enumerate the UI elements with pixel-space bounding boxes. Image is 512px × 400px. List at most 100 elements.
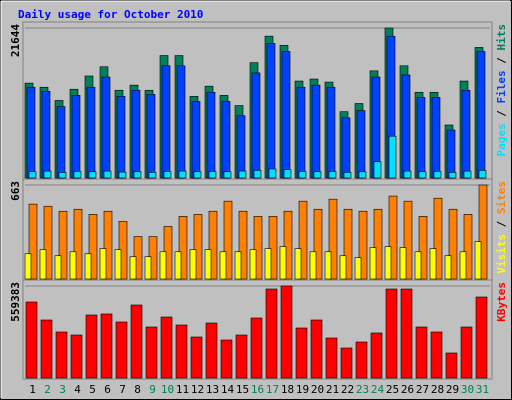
x-tick-label: 15 <box>236 383 249 396</box>
bar <box>343 208 353 280</box>
bar <box>176 65 186 179</box>
bar <box>459 251 467 280</box>
bar <box>174 251 182 280</box>
bar <box>268 168 277 179</box>
bar <box>478 184 488 280</box>
legend-entry: KBytes <box>495 282 508 322</box>
bar <box>28 203 38 280</box>
bar <box>88 214 98 280</box>
bar <box>178 216 188 280</box>
bar <box>250 317 263 379</box>
x-tick-label: 4 <box>74 383 81 396</box>
bar <box>84 253 92 280</box>
bar <box>193 171 202 179</box>
y-tick-label: 663 <box>9 181 22 201</box>
bar <box>73 171 82 179</box>
bar <box>399 247 407 280</box>
legend-entry: Files <box>495 70 508 103</box>
bar <box>178 170 187 179</box>
bar <box>116 96 126 179</box>
bar <box>253 170 262 179</box>
bar <box>146 94 156 179</box>
bar <box>223 171 232 179</box>
x-tick-label: 6 <box>104 383 111 396</box>
bar <box>324 251 332 280</box>
bar <box>403 170 412 179</box>
bar <box>85 314 98 379</box>
bar <box>328 198 338 280</box>
x-tick-label: 12 <box>191 383 204 396</box>
x-tick-label: 14 <box>221 383 235 396</box>
bar <box>86 86 96 179</box>
bar <box>163 171 172 179</box>
bar <box>268 216 278 280</box>
x-tick-label: 19 <box>296 383 309 396</box>
bar <box>325 337 338 379</box>
bar <box>431 97 441 179</box>
y-tick-label: 21644 <box>9 24 22 57</box>
bar <box>430 331 443 379</box>
bar <box>101 76 111 179</box>
bar <box>28 171 37 179</box>
x-tick-label: 5 <box>89 383 96 396</box>
bar <box>283 210 293 280</box>
bar <box>328 171 337 179</box>
x-tick-label: 17 <box>266 383 279 396</box>
bar <box>236 115 246 179</box>
bar <box>311 84 321 179</box>
bar <box>463 214 473 280</box>
legend-separator: / <box>495 51 508 71</box>
bar <box>358 171 367 179</box>
bar <box>26 86 36 179</box>
bar <box>460 326 473 379</box>
bar <box>100 313 113 379</box>
bar <box>118 171 127 179</box>
bar <box>131 89 141 179</box>
bar <box>145 326 158 379</box>
bar <box>370 332 383 379</box>
x-tick-label: 24 <box>371 383 385 396</box>
bar <box>283 169 292 179</box>
legend: Visits / Sites <box>495 181 508 274</box>
bar <box>41 91 51 179</box>
bar <box>43 170 52 179</box>
bar <box>339 255 347 280</box>
legend-separator: / <box>495 214 508 234</box>
bar <box>71 95 81 179</box>
bar <box>340 347 353 379</box>
bar <box>223 200 233 280</box>
bar <box>369 247 377 280</box>
x-tick-label: 16 <box>251 383 264 396</box>
legend-entry: Sites <box>495 181 508 214</box>
legend-entry: Pages <box>495 123 508 156</box>
bar <box>385 288 398 379</box>
bar <box>281 51 291 179</box>
bar <box>416 97 426 179</box>
bar <box>99 248 107 280</box>
bar <box>190 336 203 379</box>
x-tick-label: 13 <box>206 383 219 396</box>
bar <box>310 319 323 379</box>
bar <box>295 327 308 379</box>
bar <box>175 324 188 379</box>
x-tick-label: 23 <box>356 383 369 396</box>
bar <box>313 208 323 280</box>
bar <box>448 172 457 179</box>
bar <box>384 246 392 280</box>
bar <box>189 249 197 280</box>
bar <box>115 321 128 379</box>
bar <box>266 43 276 179</box>
x-tick-label: 20 <box>311 383 324 396</box>
bar <box>238 170 247 179</box>
bar <box>88 171 97 179</box>
bar <box>73 208 83 280</box>
x-tick-label: 22 <box>341 383 354 396</box>
bar <box>249 249 257 280</box>
bar <box>373 208 383 280</box>
bar <box>160 316 173 379</box>
bar <box>446 129 456 179</box>
bar <box>444 255 452 280</box>
bar <box>355 341 368 379</box>
